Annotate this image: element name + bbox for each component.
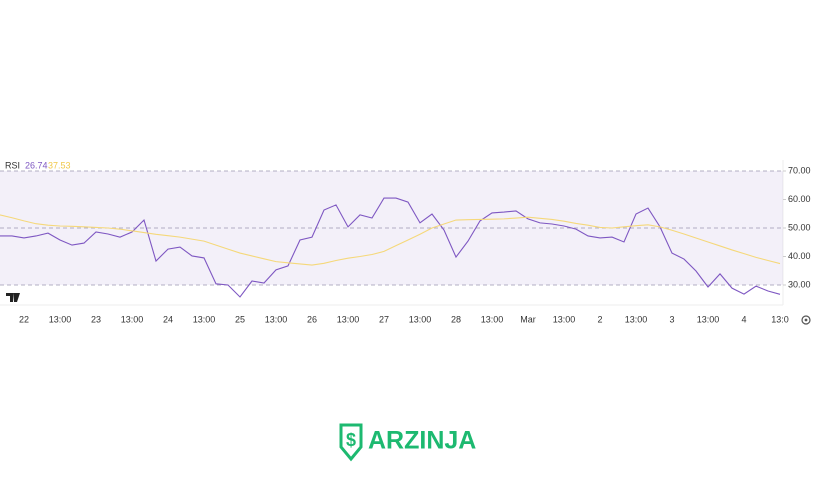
series-line (0, 197, 781, 298)
settings-icon[interactable] (801, 315, 811, 325)
indicator-name: RSI (5, 160, 20, 170)
x-tick-label: 23 (91, 314, 101, 324)
y-tick-label: 40.00 (788, 251, 811, 261)
x-tick-label: 13:00 (49, 314, 72, 324)
y-tick-label: 50.00 (788, 222, 811, 232)
rsi-value: 26.74 (25, 160, 48, 170)
x-tick-label: 3 (669, 314, 674, 324)
y-tick-label: 60.00 (788, 194, 811, 204)
x-tick-label: Mar (520, 314, 536, 324)
x-tick-label: 13:00 (409, 314, 432, 324)
x-tick-label: 28 (451, 314, 461, 324)
x-tick-label: 13:00 (337, 314, 360, 324)
x-tick-label: 13:00 (265, 314, 288, 324)
x-tick-label: 4 (741, 314, 746, 324)
x-tick-label: 2 (597, 314, 602, 324)
x-tick-label: 13:00 (193, 314, 216, 324)
x-tick-label: 26 (307, 314, 317, 324)
logo: $ ARZINJA (339, 423, 476, 462)
x-tick-label: 22 (19, 314, 29, 324)
x-tick-label: 24 (163, 314, 173, 324)
x-tick-label: 13:00 (625, 314, 648, 324)
watermark: ARZINJA (368, 427, 476, 455)
x-tick-label: 13:00 (553, 314, 576, 324)
y-tick-label: 70.00 (788, 165, 811, 175)
x-tick-label: 13:00 (481, 314, 504, 324)
x-tick-label: 25 (235, 314, 245, 324)
x-tick-label: 13:00 (121, 314, 144, 324)
ma-value: 37.53 (48, 160, 71, 170)
x-tick-label: 13:00 (697, 314, 720, 324)
y-tick-label: 30.00 (788, 279, 811, 289)
series-line (0, 214, 781, 266)
logo-icon: $ (346, 430, 356, 450)
tv-logo (6, 293, 20, 302)
x-tick-label: 27 (379, 314, 389, 324)
x-tick-label: 13:0 (771, 314, 789, 324)
